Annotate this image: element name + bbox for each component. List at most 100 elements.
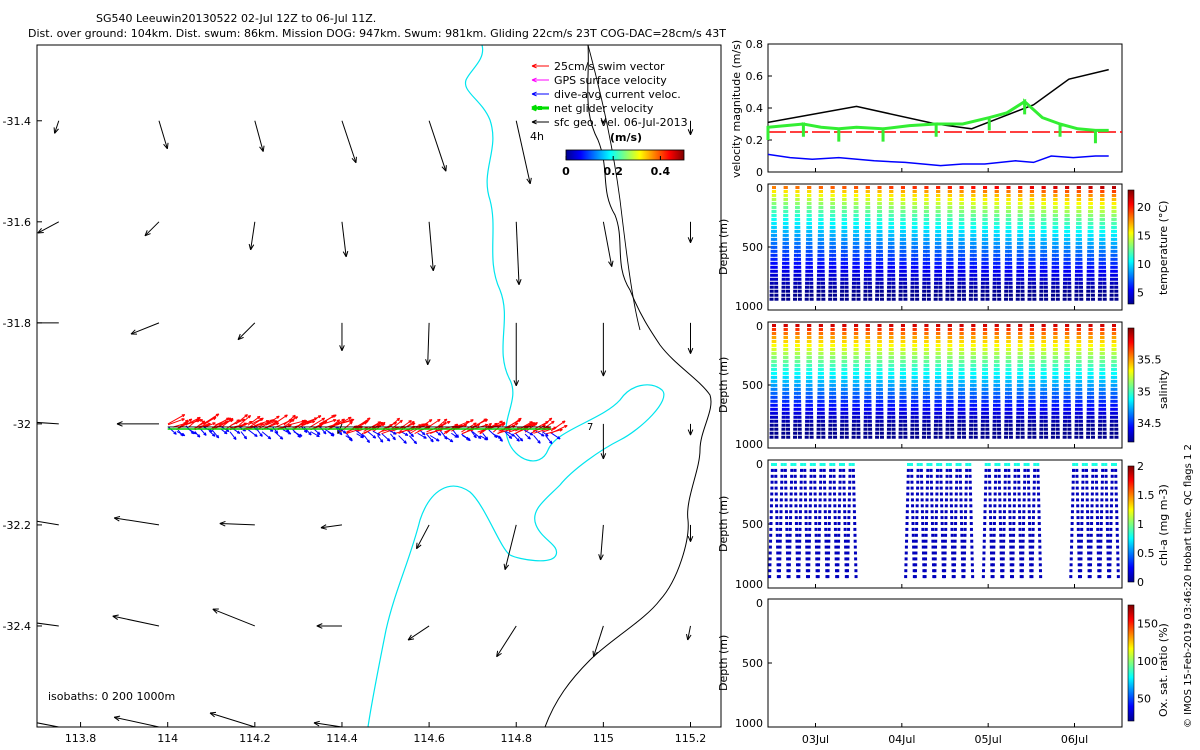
temperature-cast-point [983, 229, 988, 233]
salinity-cast-point [866, 359, 871, 363]
chla-cast-point [1008, 527, 1012, 531]
temperature-cast-point [1089, 233, 1094, 237]
temperature-cast-point [1063, 277, 1068, 281]
salinity-cast-point [973, 415, 978, 419]
salinity-cast-point [829, 395, 834, 399]
salinity-cast-point [890, 375, 895, 379]
temperature-cast-point [852, 265, 857, 269]
temperature-cast-point [933, 285, 938, 289]
temperature-cast-point [1020, 297, 1025, 301]
temperature-cast-point [898, 277, 903, 281]
salinity-cast-point [784, 339, 789, 343]
chla-ytick-label: 500 [742, 518, 763, 531]
salinity-cast-point [890, 371, 895, 375]
temperature-cast-point [1078, 261, 1083, 265]
chla-ylabel: Depth (m) [717, 496, 730, 552]
salinity-cast-point [934, 399, 939, 403]
temperature-cast-point [1112, 225, 1117, 229]
chla-cast-point [846, 539, 850, 543]
salinity-cast-point [843, 391, 848, 395]
salinity-cast-point [1004, 395, 1009, 399]
temperature-cast-point [1089, 209, 1094, 213]
temperature-cast-point [796, 229, 801, 233]
salinity-cast-point [959, 335, 964, 339]
chla-cast-point [818, 504, 822, 508]
temperature-cast-point [1044, 297, 1049, 301]
temperature-cast-point [1018, 217, 1023, 221]
salinity-cast-point [983, 343, 988, 347]
swim-vector-head [466, 420, 470, 424]
temperature-cast-point [1039, 285, 1044, 289]
temperature-cast-point [879, 277, 884, 281]
salinity-cast-point [844, 435, 849, 439]
temperature-cast-point [828, 261, 833, 265]
speed-colorbar: (m/s) 0 0.2 0.4 [562, 131, 685, 178]
temperature-cast-point [1089, 229, 1094, 233]
temperature-cast-point [925, 225, 930, 229]
geo-vector-arrow-head [407, 634, 415, 641]
chla-cast-point [965, 463, 969, 466]
chla-cast-point [962, 569, 966, 573]
temperature-cast-point [856, 281, 861, 285]
temperature-cast-point [1043, 269, 1048, 273]
swim-vector-head [207, 422, 211, 426]
salinity-cast-point [772, 327, 777, 331]
temperature-cast-point [946, 261, 951, 265]
temperature-cast-point [1101, 249, 1106, 253]
temperature-cast-point [1054, 221, 1059, 225]
temperature-cast-point [877, 197, 882, 201]
temperature-cast-point [971, 209, 976, 213]
temperature-cast-point [973, 297, 978, 301]
dive-avg-vector [440, 431, 448, 440]
temperature-cast-point [926, 273, 931, 277]
temperature-cast-point [816, 273, 821, 277]
chla-cast-point [912, 545, 916, 549]
chla-cast-point [1026, 463, 1030, 466]
salinity-cast-point [933, 435, 938, 439]
dive-avg-vector-head [287, 431, 292, 435]
chla-cast-point [912, 557, 916, 561]
chla-cast-point [842, 468, 846, 472]
chla-cast-point [959, 498, 963, 502]
salinity-cast-point [960, 351, 965, 355]
chla-cast-point [778, 533, 782, 537]
chla-cast-point [829, 463, 833, 466]
temperature-cast-point [854, 186, 859, 189]
geo-vector-arrow [427, 322, 430, 365]
geo-vector-arrow-head [687, 237, 694, 244]
dive-avg-vector [256, 429, 263, 437]
salinity-cast-point [995, 351, 1000, 355]
salinity-cast-point [1032, 431, 1037, 435]
salinity-cast-point [945, 435, 950, 439]
salinity-cast-point [914, 383, 919, 387]
salinity-cast-point [782, 391, 787, 395]
chla-cast-point [989, 551, 993, 555]
chla-cast-point [999, 557, 1003, 561]
salinity-cast-point [1087, 383, 1092, 387]
salinity-cast-point [852, 391, 857, 395]
temperature-cast-point [1062, 293, 1067, 297]
chla-cast-point [1018, 522, 1022, 525]
temperature-cast-point [946, 245, 951, 249]
temperature-cast-point [1039, 261, 1044, 265]
chla-cast-point [963, 545, 967, 549]
salinity-cast-point [926, 427, 931, 431]
temperature-cast-point [855, 261, 860, 265]
temperature-cast-point [807, 189, 812, 193]
chla-cast-point [958, 468, 962, 472]
temperature-cast-point [981, 245, 986, 249]
chla-cast-point [834, 545, 838, 549]
temperature-cast-point [1112, 213, 1117, 217]
chla-cast-point [822, 463, 826, 466]
chla-cast-point [984, 463, 988, 466]
chla-cast-point [803, 463, 807, 466]
salinity-cast-point [1088, 339, 1093, 343]
dive-avg-vector-head [323, 430, 327, 435]
chla-cast-point [769, 539, 773, 543]
temperature-cast-point [793, 289, 798, 293]
salinity-cast-point [947, 324, 952, 327]
dive-avg-vector [248, 429, 258, 437]
temperature-cast-point [997, 289, 1002, 293]
temperature-cast-point [1016, 261, 1021, 265]
temperature-cast-point [772, 201, 777, 205]
